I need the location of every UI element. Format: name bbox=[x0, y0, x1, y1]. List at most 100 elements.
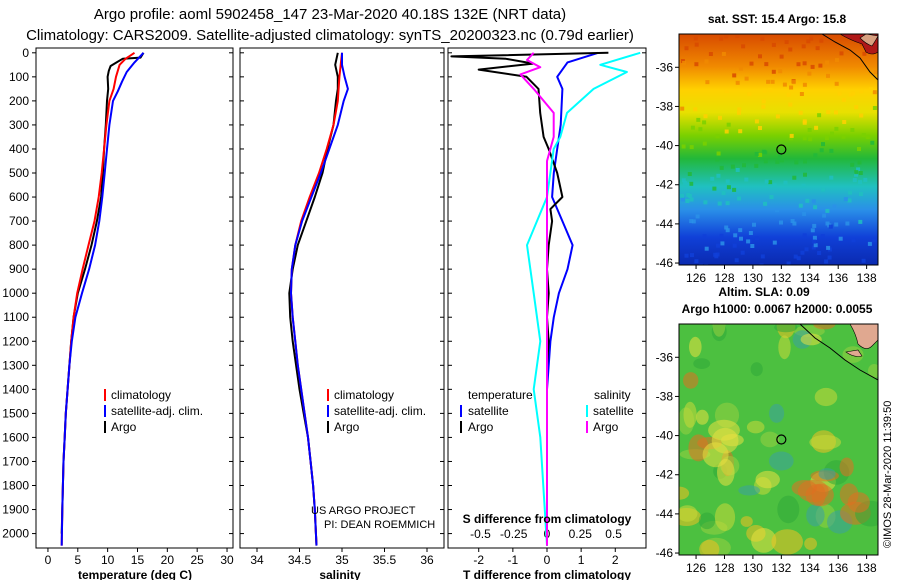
sst-pixel bbox=[854, 170, 859, 175]
sst-pixel bbox=[703, 114, 708, 119]
sst-pixel bbox=[735, 168, 740, 172]
sst-pixel bbox=[873, 70, 878, 75]
sst-pixel bbox=[810, 228, 815, 233]
x-tick-label: 0 bbox=[45, 553, 52, 567]
sla-blob bbox=[712, 324, 726, 337]
sst-pixel bbox=[768, 180, 773, 185]
sst-pixel bbox=[856, 167, 861, 172]
sst-map-title: sat. SST: 15.4 Argo: 15.8 bbox=[708, 12, 847, 26]
sst-pixel bbox=[857, 160, 862, 165]
sst-pixel bbox=[792, 221, 797, 226]
sst-pixel bbox=[702, 120, 707, 125]
sst-pixel bbox=[742, 163, 746, 168]
legend-swatch-satellite bbox=[327, 405, 329, 417]
sst-pixel bbox=[777, 154, 782, 159]
sst-pixel bbox=[838, 236, 843, 241]
sst-lon-ticks: 126 128 130 132 134 136 138 bbox=[686, 265, 877, 285]
sst-coastline bbox=[821, 34, 878, 81]
sst-pixel bbox=[827, 255, 832, 260]
sst-pixel bbox=[750, 244, 755, 248]
difference-x-ticks: -2 -1 0 1 2 bbox=[448, 52, 646, 567]
sst-pixel bbox=[730, 164, 735, 169]
sst-pixel bbox=[824, 259, 829, 264]
sst-pixel bbox=[770, 79, 775, 84]
series-satellite-adj-clim- bbox=[290, 52, 349, 546]
sst-pixel bbox=[719, 165, 724, 170]
sst-pixel bbox=[779, 220, 783, 225]
figure-title-line2: Climatology: CARS2009. Satellite-adjuste… bbox=[26, 27, 634, 44]
sst-pixel bbox=[861, 133, 866, 137]
lat-tick-label: -40 bbox=[656, 139, 674, 153]
lon-tick-label: 138 bbox=[857, 561, 877, 575]
sst-pixel bbox=[737, 196, 741, 201]
temperature-legend: climatology satellite-adj. clim. Argo bbox=[104, 388, 203, 434]
legend-swatch-argo bbox=[327, 421, 329, 433]
imos-credit: ©IMOS 28-Mar-2020 11:39:50 bbox=[882, 401, 894, 548]
sst-pixel bbox=[717, 201, 722, 206]
legend-label-climatology: climatology bbox=[334, 388, 394, 402]
legend-swatch-satellite bbox=[104, 405, 106, 417]
lon-tick-label: 126 bbox=[686, 271, 706, 285]
legend-swatch-t-argo bbox=[460, 421, 462, 433]
sst-pixel bbox=[842, 120, 847, 124]
sst-pixel bbox=[768, 87, 773, 92]
sst-pixel bbox=[806, 39, 811, 44]
sla-blob bbox=[711, 427, 739, 454]
sst-pixel bbox=[788, 102, 793, 107]
sst-pixel bbox=[764, 179, 769, 184]
sla-lat-ticks: -36 -38 -40 -42 -44 -46 bbox=[656, 350, 679, 560]
sst-pixel bbox=[764, 62, 769, 67]
figure-title-line1: Argo profile: aoml 5902458_147 23-Mar-20… bbox=[93, 6, 567, 23]
sst-pixel bbox=[694, 42, 699, 47]
sst-pixel bbox=[848, 190, 852, 195]
sst-pixel bbox=[694, 259, 699, 264]
sst-pixel bbox=[703, 200, 708, 205]
sst-pixel bbox=[737, 110, 741, 115]
sst-pixel bbox=[791, 80, 796, 85]
difference-panel: -2 -1 0 1 2 -0.5 -0.25 0 0.25 0.5 T difference f… bbox=[447, 47, 647, 580]
sst-pixel bbox=[715, 157, 720, 162]
x-tick-label: 20 bbox=[161, 553, 175, 567]
sla-blob bbox=[777, 495, 800, 524]
sst-pixel bbox=[762, 88, 767, 93]
x-tick-label: 5 bbox=[74, 553, 81, 567]
sst-pixel bbox=[754, 236, 759, 240]
sst-pixel bbox=[724, 34, 729, 39]
depth-tick-label: 1900 bbox=[2, 503, 29, 517]
sst-pixel bbox=[835, 58, 839, 63]
sst-pixel bbox=[790, 219, 795, 223]
legend-swatch-argo bbox=[104, 421, 106, 433]
sst-pixel bbox=[775, 114, 780, 119]
lon-tick-label: 128 bbox=[714, 561, 734, 575]
sst-pixel bbox=[851, 238, 856, 243]
lat-tick-label: -38 bbox=[656, 389, 674, 403]
sst-pixel bbox=[718, 115, 722, 120]
sst-pixel bbox=[758, 152, 763, 157]
sst-pixel bbox=[705, 80, 710, 85]
sla-blob bbox=[814, 387, 838, 407]
sst-pixel bbox=[693, 107, 698, 112]
sst-pixel bbox=[861, 258, 866, 263]
sst-pixel bbox=[782, 82, 787, 87]
x-tick-label: 35 bbox=[335, 553, 349, 567]
sst-pixel bbox=[739, 236, 743, 241]
sst-pixel bbox=[869, 87, 873, 92]
sst-pixel bbox=[766, 79, 771, 84]
legend-heading-temperature: temperature bbox=[468, 388, 533, 402]
sst-pixel bbox=[865, 135, 870, 140]
sla-blob bbox=[805, 483, 834, 507]
legend-label-argo: Argo bbox=[111, 420, 137, 434]
sla-blob bbox=[699, 539, 720, 555]
sst-pixel bbox=[716, 173, 721, 178]
sst-pixel bbox=[763, 159, 768, 164]
sla-blob bbox=[746, 420, 765, 434]
x-tick-label: 35.5 bbox=[373, 553, 397, 567]
depth-tick-label: 400 bbox=[9, 142, 29, 156]
lon-tick-label: 136 bbox=[828, 561, 848, 575]
sla-lon-ticks: 126 128 130 132 134 136 138 bbox=[686, 555, 877, 575]
sst-pixel bbox=[796, 256, 801, 261]
difference-series bbox=[450, 51, 641, 546]
s-tick-label: 0.5 bbox=[605, 527, 622, 541]
sst-pixel bbox=[689, 197, 694, 202]
x-tick-label: 34.5 bbox=[288, 553, 312, 567]
